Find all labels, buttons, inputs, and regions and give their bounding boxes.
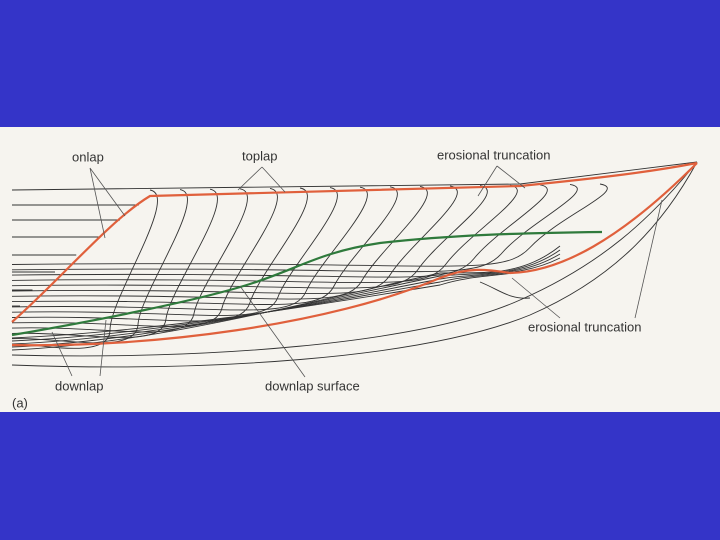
clinoform	[11, 183, 608, 267]
downlap-surface	[11, 230, 603, 337]
label: erosional truncation	[528, 319, 641, 334]
pointer	[239, 285, 306, 378]
strata	[11, 161, 698, 368]
panel-label: (a)	[12, 395, 28, 410]
clinoform	[11, 188, 248, 333]
clinoform	[11, 186, 398, 305]
basal-horizon	[11, 161, 698, 357]
basin-horizon	[11, 249, 561, 348]
label: toplap	[242, 148, 277, 163]
pointer	[89, 167, 126, 239]
label: downlap surface	[265, 378, 360, 393]
clinoform	[11, 188, 218, 338]
clinoform	[11, 189, 158, 349]
pointer	[237, 166, 286, 193]
clinoform	[11, 185, 458, 294]
onlap-toplap-surface	[11, 161, 698, 323]
pointer	[51, 319, 107, 377]
label: onlap	[72, 149, 104, 164]
label: erosional truncation	[437, 147, 550, 162]
pointer	[477, 165, 526, 197]
fold-horizon	[479, 281, 531, 299]
clinoform	[11, 185, 428, 300]
erosional-surface	[11, 162, 698, 347]
clinoform	[11, 187, 308, 322]
basal-horizon	[11, 161, 698, 368]
pointer	[511, 199, 663, 319]
label: downlap	[55, 378, 103, 393]
clinoform	[11, 185, 488, 289]
basin-horizon	[11, 245, 561, 351]
pointers	[51, 165, 663, 378]
clinoform	[11, 187, 278, 327]
clinoform	[11, 183, 578, 273]
